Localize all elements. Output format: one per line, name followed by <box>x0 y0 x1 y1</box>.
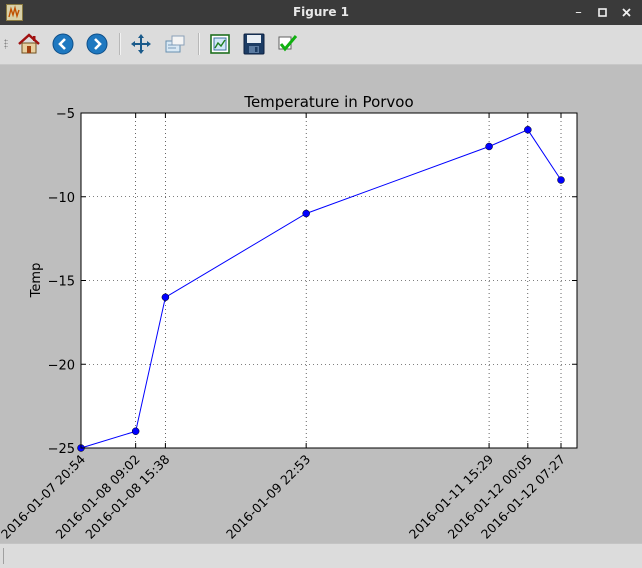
edit-button[interactable] <box>275 31 301 57</box>
y-tick-label: −10 <box>48 191 75 206</box>
back-button[interactable] <box>50 31 76 57</box>
home-icon <box>18 33 40 54</box>
pan-move-icon <box>131 34 151 54</box>
data-point <box>485 142 493 151</box>
toolbar-grip[interactable] <box>4 39 8 49</box>
data-point <box>524 126 532 134</box>
y-axis-label: Temp <box>29 263 44 299</box>
series-line <box>77 126 565 452</box>
floppy-disk-icon <box>243 33 265 55</box>
pan-button[interactable] <box>128 31 154 57</box>
window-titlebar: Figure 1 – <box>0 0 642 25</box>
y-tick-label: −20 <box>48 358 75 373</box>
y-tick-label: −15 <box>48 275 75 290</box>
forward-button[interactable] <box>84 31 110 57</box>
status-bar <box>0 543 642 568</box>
home-button[interactable] <box>16 31 42 57</box>
matplotlib-app-icon <box>6 4 23 21</box>
chart-title: Temperature in Porvoo <box>243 93 413 111</box>
subplots-button[interactable] <box>207 31 233 57</box>
toolbar-separator <box>119 33 121 55</box>
maximize-icon[interactable] <box>594 4 611 21</box>
subplots-config-icon <box>210 34 230 54</box>
y-tick-label: −5 <box>56 107 75 122</box>
checkmark-icon <box>278 35 298 52</box>
zoom-button[interactable] <box>162 31 188 57</box>
data-point <box>161 293 170 301</box>
y-tick-label: −25 <box>48 442 75 457</box>
back-arrow-icon <box>52 33 74 55</box>
data-point <box>131 427 140 435</box>
close-icon[interactable] <box>618 4 635 21</box>
figure-canvas[interactable]: −5 −10 −15 −20 −25 2016-01-07 20:54 2016-01-08… <box>0 65 642 542</box>
forward-arrow-icon <box>86 33 108 55</box>
data-point <box>302 209 310 218</box>
x-tick-label: 2016-01-09 22:53 <box>223 452 313 542</box>
toolbar-separator <box>198 33 200 55</box>
zoom-rect-icon <box>165 35 185 53</box>
navigation-toolbar <box>0 25 642 65</box>
status-bar-grip[interactable] <box>3 548 7 564</box>
save-button[interactable] <box>241 31 267 57</box>
data-point <box>557 176 565 184</box>
minimize-icon[interactable]: – <box>575 5 582 20</box>
window-title: Figure 1 <box>292 5 350 19</box>
